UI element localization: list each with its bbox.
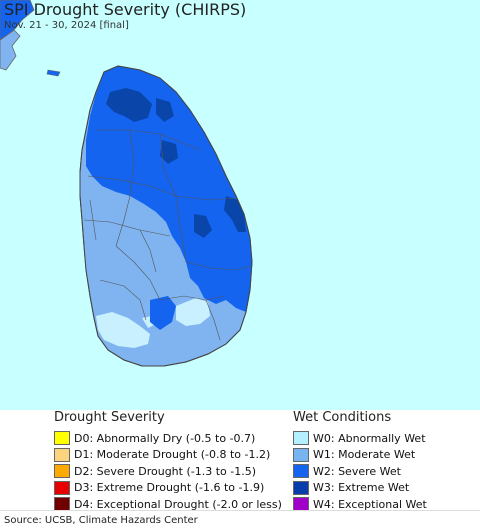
- sri-lanka-map: [0, 0, 253, 367]
- legend-label-d2: D2: Severe Drought (-1.3 to -1.5): [74, 464, 257, 478]
- legend-item-d3: D3: Extreme Drought (-1.6 to -1.9): [54, 480, 282, 496]
- map-area: SPI Drought Severity (CHIRPS) Nov. 21 - …: [0, 0, 480, 410]
- source-credit: Source: UCSB, Climate Hazards Center: [4, 515, 198, 526]
- legend-item-d1: D1: Moderate Drought (-0.8 to -1.2): [54, 447, 282, 463]
- legend-label-d4: D4: Exceptional Drought (-2.0 or less): [74, 497, 282, 511]
- swatch-d1: [54, 447, 70, 462]
- india-landmass-west: [0, 0, 35, 41]
- drought-legend-heading: Drought Severity: [54, 410, 165, 425]
- legend: Drought Severity D0: Abnormally Dry (-0.…: [0, 410, 480, 513]
- legend-item-w1: W1: Moderate Wet: [293, 447, 427, 463]
- w3-jaffna-patch: [106, 88, 152, 122]
- wet-legend-heading: Wet Conditions: [293, 410, 392, 425]
- w3-central-east-patch: [160, 140, 178, 164]
- legend-label-d1: D1: Moderate Drought (-0.8 to -1.2): [74, 448, 271, 461]
- map-subtitle: Nov. 21 - 30, 2024 [final]: [4, 20, 129, 31]
- legend-item-w3: W3: Extreme Wet: [293, 480, 427, 496]
- swatch-d2: [54, 464, 70, 478]
- swatch-w0: [293, 431, 309, 445]
- w2-south-center-patch: [150, 296, 176, 330]
- legend-item-d2: D2: Severe Drought (-1.3 to -1.5): [54, 463, 282, 479]
- map-title: SPI Drought Severity (CHIRPS): [4, 0, 247, 19]
- wet-legend: Wet Conditions W0: Abnormally Wet W1: Mo…: [293, 410, 427, 513]
- mannar-island: [46, 69, 61, 77]
- legend-label-d3: D3: Extreme Drought (-1.6 to -1.9): [74, 481, 265, 494]
- legend-label-d0: D0: Abnormally Dry (-0.5 to -0.7): [74, 431, 256, 445]
- legend-label-w0: W0: Abnormally Wet: [313, 431, 426, 445]
- legend-item-w4: W4: Exceptional Wet: [293, 496, 427, 512]
- swatch-w1: [293, 447, 309, 462]
- district-boundaries: [83, 129, 251, 341]
- india-landmass: [0, 29, 21, 71]
- swatch-d4: [54, 497, 70, 511]
- w0-southeast-patch: [176, 298, 210, 326]
- drought-legend: Drought Severity D0: Abnormally Dry (-0.…: [54, 410, 282, 513]
- legend-label-w2: W2: Severe Wet: [313, 464, 401, 478]
- w3-north-patch: [156, 98, 174, 122]
- swatch-w4: [293, 497, 309, 511]
- legend-item-w2: W2: Severe Wet: [293, 463, 427, 479]
- w0-south-patch: [96, 312, 150, 348]
- legend-item-d0: D0: Abnormally Dry (-0.5 to -0.7): [54, 430, 282, 446]
- swatch-w3: [293, 480, 309, 495]
- legend-label-w4: W4: Exceptional Wet: [313, 497, 427, 511]
- swatch-d3: [54, 480, 70, 495]
- swatch-w2: [293, 464, 309, 478]
- legend-item-d4: D4: Exceptional Drought (-2.0 or less): [54, 496, 282, 512]
- legend-item-w0: W0: Abnormally Wet: [293, 430, 427, 446]
- w2-north-east-region: [86, 66, 252, 312]
- coastline: [79, 65, 253, 367]
- footer: Source: UCSB, Climate Hazards Center: [0, 510, 480, 531]
- legend-label-w3: W3: Extreme Wet: [313, 481, 410, 494]
- w3-east-patch: [194, 214, 212, 238]
- legend-label-w1: W1: Moderate Wet: [313, 448, 416, 461]
- w3-trinco-patch: [224, 196, 246, 232]
- swatch-d0: [54, 431, 70, 445]
